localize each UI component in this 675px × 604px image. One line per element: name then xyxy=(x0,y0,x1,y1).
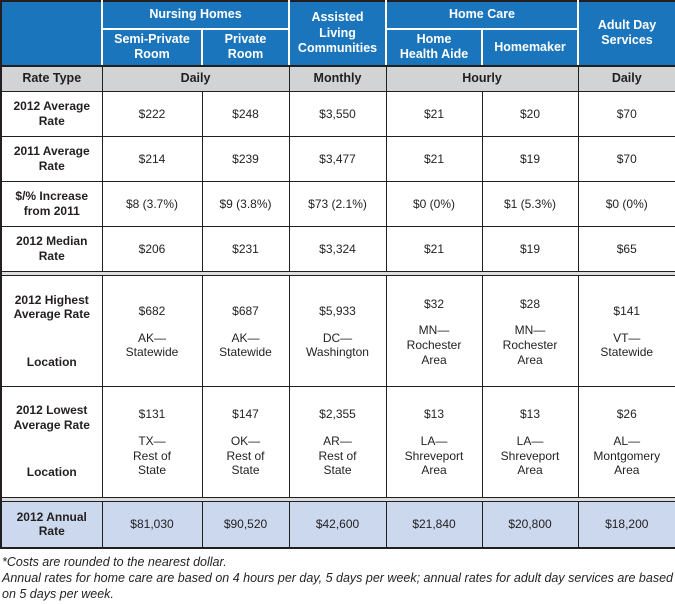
rate-type-daily-nursing: Daily xyxy=(101,65,290,92)
table-cell: $42,600 xyxy=(288,500,387,549)
row-label-text: 2012 Highest Average Rate xyxy=(13,292,90,322)
table-cell: $21,840 xyxy=(385,500,483,549)
table-cell: $21 xyxy=(385,226,483,272)
footnote-annual-rates-basis: Annual rates for home care are based on … xyxy=(2,571,673,601)
table-cell: $239 xyxy=(201,136,290,182)
header-group-home-care: Home Care xyxy=(385,0,580,30)
table-cell: $13 LA— Shreveport Area xyxy=(481,385,579,498)
row-label: $/% Increase from 2011 xyxy=(0,181,103,227)
table-cell: $206 xyxy=(101,226,203,272)
header-homemaker: Homemaker xyxy=(481,28,580,67)
table-cell: $2,355 AR— Rest of State xyxy=(288,385,387,498)
header-semi-private-room: Semi-Private Room xyxy=(101,28,203,67)
table-cell: $65 xyxy=(577,226,675,272)
table-cell: $18,200 xyxy=(577,500,675,549)
rate-type-hourly: Hourly xyxy=(385,65,579,92)
table-cell: $131 TX— Rest of State xyxy=(101,385,203,498)
header-private-room: Private Room xyxy=(200,28,291,67)
header-group-adult-day-services: Adult Day Services xyxy=(577,0,675,67)
row-2012-lowest-average-rate: 2012 Lowest Average Rate Location $131 TX… xyxy=(0,385,675,498)
row-label: 2012 Lowest Average Rate Location xyxy=(0,385,103,498)
table-cell: $21 xyxy=(385,136,483,182)
table-cell: $5,933 DC— Washington xyxy=(288,275,387,387)
table-header: Nursing Homes Assisted Living Communitie… xyxy=(0,0,675,67)
table-cell: $20 xyxy=(481,91,579,137)
table-cell: $214 xyxy=(101,136,203,182)
table-cell: $3,324 xyxy=(288,226,387,272)
table-cell: $19 xyxy=(481,226,579,272)
row-2012-median-rate: 2012 Median Rate $206 $231 $3,324 $21 $1… xyxy=(0,226,675,272)
table-cell: $13 LA— Shreveport Area xyxy=(385,385,483,498)
row-2012-highest-average-rate: 2012 Highest Average Rate Location $682 A… xyxy=(0,275,675,387)
table-cell: $248 xyxy=(201,91,290,137)
cost-comparison-table: Nursing Homes Assisted Living Communitie… xyxy=(0,0,675,549)
row-label: 2012 Median Rate xyxy=(0,226,103,272)
table-cell: $70 xyxy=(577,136,675,182)
header-corner-cell xyxy=(0,0,103,67)
table-cell: $231 xyxy=(201,226,290,272)
rate-type-row: Rate Type Daily Monthly Hourly Daily xyxy=(0,65,675,92)
table-cell: $20,800 xyxy=(481,500,579,549)
row-increase-from-2011: $/% Increase from 2011 $8 (3.7%) $9 (3.8… xyxy=(0,181,675,227)
table-cell: $26 AL— Montgomery Area xyxy=(577,385,675,498)
row-2012-average-rate: 2012 Average Rate $222 $248 $3,550 $21 $… xyxy=(0,91,675,137)
table-cell: $682 AK— Statewide xyxy=(101,275,203,387)
row-label: 2012 Annual Rate xyxy=(0,500,103,549)
row-2011-average-rate: 2011 Average Rate $214 $239 $3,477 $21 $… xyxy=(0,136,675,182)
location-label: Location xyxy=(26,354,77,369)
table-cell: $0 (0%) xyxy=(385,181,483,227)
table-cell: $9 (3.8%) xyxy=(201,181,290,227)
footnotes: *Costs are rounded to the nearest dollar… xyxy=(0,549,675,604)
table-cell: $222 xyxy=(101,91,203,137)
table-cell: $147 OK— Rest of State xyxy=(201,385,290,498)
table-cell: $687 AK— Statewide xyxy=(201,275,290,387)
header-home-health-aide: Home Health Aide xyxy=(385,28,484,67)
header-group-assisted-living: Assisted Living Communities xyxy=(288,0,388,67)
table-cell: $8 (3.7%) xyxy=(101,181,203,227)
table-cell: $21 xyxy=(385,91,483,137)
table-cell: $73 (2.1%) xyxy=(288,181,387,227)
table-cell: $90,520 xyxy=(201,500,290,549)
row-2012-annual-rate: 2012 Annual Rate $81,030 $90,520 $42,600… xyxy=(0,500,675,549)
table-cell: $3,550 xyxy=(288,91,387,137)
rate-type-label: Rate Type xyxy=(0,65,103,92)
row-label: 2011 Average Rate xyxy=(0,136,103,182)
table-cell: $3,477 xyxy=(288,136,387,182)
row-label: 2012 Highest Average Rate Location xyxy=(0,275,103,387)
table-cell: $32 MN— Rochester Area xyxy=(385,275,483,387)
table-cell: $1 (5.3%) xyxy=(481,181,579,227)
table-cell: $81,030 xyxy=(101,500,203,549)
footnote-costs-rounded: *Costs are rounded to the nearest dollar… xyxy=(2,555,227,569)
header-group-nursing-homes: Nursing Homes xyxy=(100,0,291,30)
rate-type-monthly: Monthly xyxy=(288,65,387,92)
rate-type-daily-adult: Daily xyxy=(577,65,675,92)
table-cell: $70 xyxy=(577,91,675,137)
table-cell: $0 (0%) xyxy=(577,181,675,227)
table-cell: $19 xyxy=(481,136,579,182)
table-cell: $28 MN— Rochester Area xyxy=(481,275,579,387)
row-label-text: 2012 Lowest Average Rate xyxy=(13,403,90,432)
row-label: 2012 Average Rate xyxy=(0,91,103,137)
table-cell: $141 VT— Statewide xyxy=(577,275,675,387)
location-label: Location xyxy=(26,465,77,480)
